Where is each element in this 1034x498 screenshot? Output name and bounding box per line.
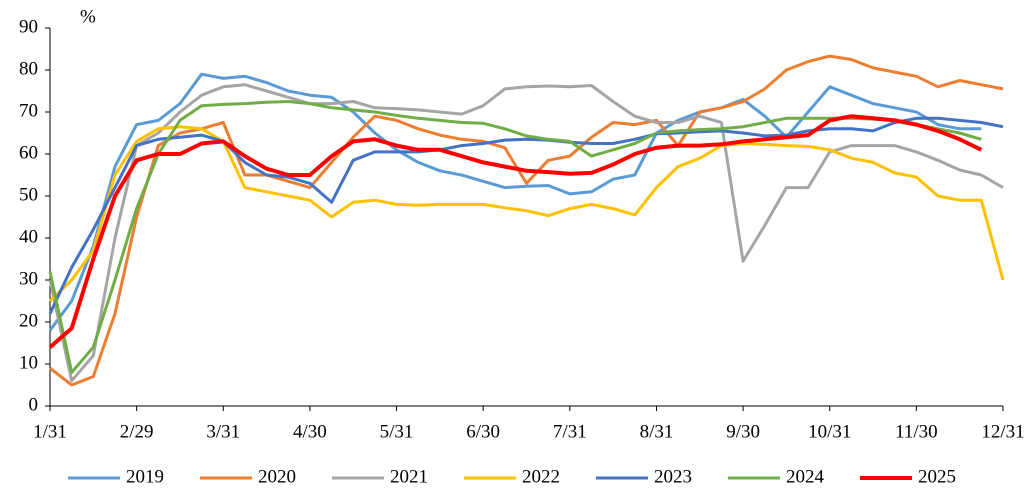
x-tick-label: 7/31 <box>553 421 587 442</box>
series-line <box>48 116 1004 315</box>
series-line <box>48 114 983 349</box>
y-tick-label: 10 <box>19 352 38 373</box>
x-tick-label: 5/31 <box>380 421 414 442</box>
legend-label: 2023 <box>654 466 692 487</box>
legend-label: 2019 <box>126 466 164 487</box>
y-axis-unit: % <box>80 6 96 27</box>
x-tick-label: 10/31 <box>808 421 851 442</box>
series-line <box>48 125 1005 303</box>
y-tick-label: 50 <box>19 184 38 205</box>
x-tick-label: 9/30 <box>726 421 760 442</box>
x-tick-label: 12/31 <box>981 421 1024 442</box>
legend-label: 2021 <box>390 466 428 487</box>
legend-label: 2020 <box>258 466 296 487</box>
x-tick-label: 8/31 <box>640 421 674 442</box>
series-line <box>48 83 1004 383</box>
series-line <box>48 100 982 374</box>
legend-label: 2025 <box>918 466 956 487</box>
x-tick-label: 3/31 <box>206 421 240 442</box>
legend-label: 2022 <box>522 466 560 487</box>
x-tick-label: 11/30 <box>895 421 938 442</box>
y-tick-label: 0 <box>29 394 39 415</box>
x-tick-label: 4/30 <box>293 421 327 442</box>
y-tick-label: 70 <box>19 100 38 121</box>
y-tick-label: 30 <box>19 268 38 289</box>
x-tick-label: 2/29 <box>120 421 154 442</box>
y-tick-label: 80 <box>19 58 38 79</box>
y-tick-label: 90 <box>19 16 38 37</box>
x-tick-label: 6/30 <box>466 421 500 442</box>
legend-label: 2024 <box>786 466 825 487</box>
y-tick-label: 40 <box>19 226 38 247</box>
y-tick-label: 20 <box>19 310 38 331</box>
y-tick-label: 60 <box>19 142 38 163</box>
x-tick-label: 1/31 <box>33 421 67 442</box>
series-line <box>49 54 1004 387</box>
series-line <box>48 72 982 332</box>
